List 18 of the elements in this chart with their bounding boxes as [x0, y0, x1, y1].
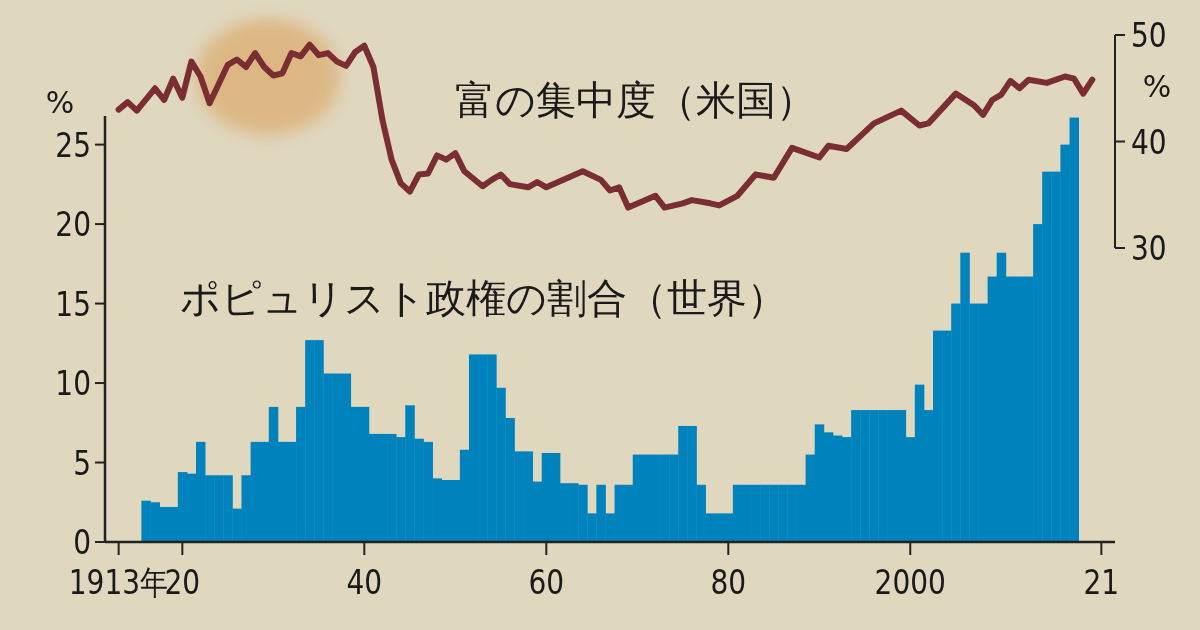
x-tick-label: 80	[710, 563, 747, 602]
y-tick-label: 20	[55, 205, 91, 244]
y-tick-label: 10	[55, 364, 91, 403]
x-tick-label: 2000	[874, 563, 946, 602]
x-tick-label: 40	[346, 563, 383, 602]
y-tick-label: 25	[55, 126, 91, 165]
y-axis-title: %	[45, 84, 75, 120]
series-label: ポピュリスト政権の割合（世界）	[180, 275, 787, 321]
y2-tick-label: 40	[1131, 123, 1167, 162]
y2-tick-label: 50	[1131, 16, 1167, 55]
y-tick-label: 0	[73, 523, 91, 562]
y2-axis-title: %	[1142, 69, 1172, 104]
x-tick-label: 60	[528, 563, 565, 602]
y-tick-label: 15	[55, 285, 91, 324]
x-tick-label: 21	[1083, 563, 1120, 602]
y2-tick-label: 30	[1131, 229, 1167, 268]
series-label: 富の集中度（米国）	[455, 77, 816, 123]
y-tick-label: 5	[73, 444, 91, 483]
